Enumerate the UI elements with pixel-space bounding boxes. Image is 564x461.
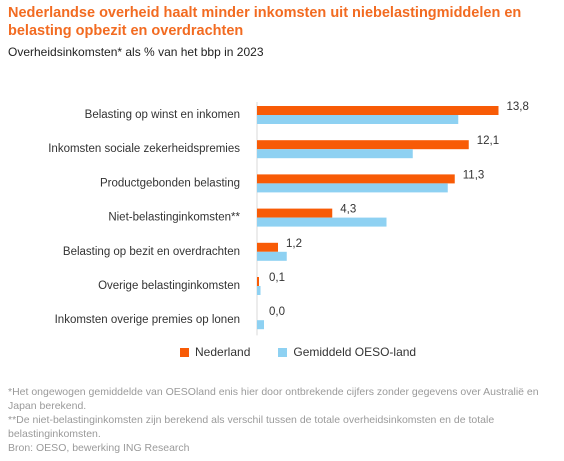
category-label: Belasting op bezit en overdrachten	[63, 246, 240, 258]
category-label: Niet-belastinginkomsten**	[108, 212, 240, 224]
value-label-nederland: 13,8	[507, 101, 529, 113]
category-label: Belasting op winst en inkomen	[85, 109, 240, 121]
category-label: Productgebonden belasting	[100, 177, 240, 189]
legend-label-nederland: Nederland	[195, 345, 251, 359]
bar-nederland	[257, 242, 278, 252]
category-label: Inkomsten sociale zekerheidspremies	[48, 143, 240, 155]
category-label: Inkomsten overige premies op lonen	[55, 314, 240, 326]
source-note: Bron: OESO, bewerking ING Research	[8, 442, 190, 454]
value-label-nederland: 4,3	[340, 204, 356, 216]
footnote-2: **De niet-belastinginkomsten zijn bereke…	[8, 414, 495, 440]
bars-group: Belasting op winst en inkomen 13,8 Inkomst…	[48, 101, 529, 336]
chart-subtitle: Overheidsinkomsten* als % van het bbp in…	[8, 45, 264, 59]
legend-label-oeso: Gemiddeld OESO-land	[293, 345, 417, 359]
footnotes: *Het ongewogen gemiddelde van OESOland e…	[8, 385, 556, 455]
bar-nederland	[257, 174, 455, 184]
footnote-1: *Het ongewogen gemiddelde van OESOland e…	[8, 386, 539, 412]
bar-oeso	[257, 217, 387, 227]
value-label-nederland: 11,3	[463, 169, 485, 181]
chart-title: Nederlandse overheid haalt minder inkoms…	[8, 5, 522, 39]
bar-oeso	[257, 115, 459, 124]
bar-chart: Belasting op winst en inkomen 13,8 Inkomst…	[48, 101, 529, 336]
value-label-nederland: 0,1	[269, 272, 285, 284]
bar-oeso	[257, 183, 448, 193]
value-label-nederland: 12,1	[477, 135, 499, 147]
bar-nederland	[257, 106, 499, 115]
bar-nederland	[257, 140, 469, 150]
category-label: Overige belastinginkomsten	[98, 280, 240, 292]
bar-oeso	[257, 286, 261, 295]
value-label-nederland: 1,2	[286, 238, 302, 250]
legend-item-nederland: Nederland	[180, 345, 250, 359]
bar-oeso	[257, 320, 264, 330]
bar-oeso	[257, 251, 287, 261]
legend: Nederland Gemiddeld OESO-land	[180, 345, 416, 359]
bar-nederland	[257, 277, 259, 286]
value-label-nederland: 0,0	[269, 306, 285, 318]
legend-swatch-nederland	[180, 347, 189, 357]
bar-nederland	[257, 208, 333, 218]
legend-item-oeso: Gemiddeld OESO-land	[278, 345, 416, 359]
legend-swatch-oeso	[278, 347, 288, 357]
bar-oeso	[257, 149, 413, 159]
